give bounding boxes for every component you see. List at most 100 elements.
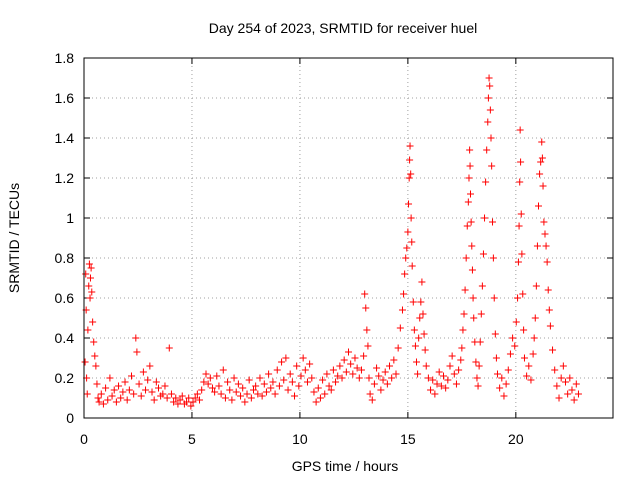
data-point	[170, 398, 178, 406]
data-point	[529, 350, 537, 358]
data-point	[437, 382, 445, 390]
data-point	[191, 394, 199, 402]
data-point	[527, 376, 535, 384]
data-point	[459, 326, 467, 334]
data-point	[345, 348, 352, 356]
data-point	[219, 366, 227, 374]
data-point	[502, 380, 510, 388]
data-point	[543, 258, 551, 266]
data-point	[493, 370, 501, 378]
data-point	[91, 352, 99, 360]
data-point	[97, 390, 105, 398]
data-point	[498, 374, 506, 382]
data-point	[485, 74, 493, 82]
data-point	[411, 342, 419, 350]
data-point	[159, 390, 167, 398]
data-point	[413, 358, 421, 366]
data-point	[93, 380, 101, 388]
data-point	[247, 394, 255, 402]
data-point	[462, 254, 470, 262]
data-point	[500, 392, 508, 400]
data-point	[514, 294, 522, 302]
y-tick-label: 1.2	[55, 170, 75, 186]
data-point	[119, 388, 127, 396]
data-point	[154, 384, 162, 392]
data-point	[394, 344, 402, 352]
data-point	[125, 386, 133, 394]
data-point	[479, 250, 487, 258]
data-point	[379, 376, 387, 384]
data-point	[561, 378, 569, 386]
data-point	[544, 286, 552, 294]
data-point	[568, 386, 576, 394]
y-tick-label: 1.6	[55, 90, 75, 106]
data-point	[213, 372, 221, 380]
data-point	[165, 344, 173, 352]
data-point	[457, 356, 465, 364]
data-point	[536, 170, 544, 178]
data-point	[123, 396, 131, 404]
data-point	[408, 238, 416, 246]
data-point	[176, 396, 184, 404]
data-point	[288, 378, 296, 386]
data-point	[237, 392, 245, 400]
data-point	[402, 254, 410, 262]
data-point	[262, 388, 270, 396]
data-point	[366, 390, 374, 398]
data-point	[487, 134, 495, 142]
data-point	[347, 360, 355, 368]
data-point	[486, 82, 494, 90]
data-point	[211, 388, 219, 396]
data-point	[545, 306, 553, 314]
data-point	[523, 372, 531, 380]
data-point	[525, 362, 533, 370]
data-point	[461, 286, 469, 294]
data-point	[549, 346, 557, 354]
data-point	[221, 394, 229, 402]
data-point	[405, 200, 413, 208]
data-point	[406, 142, 414, 150]
data-point	[474, 382, 482, 390]
data-point	[362, 304, 370, 312]
data-point	[353, 364, 361, 372]
data-point	[396, 324, 404, 332]
data-point	[363, 326, 371, 334]
x-tick-label: 5	[188, 431, 196, 447]
data-point	[553, 382, 561, 390]
data-point	[286, 370, 294, 378]
data-point	[473, 374, 481, 382]
x-tick-label: 0	[80, 431, 88, 447]
data-point	[477, 310, 485, 318]
data-point	[87, 264, 95, 272]
x-tick-label: 20	[508, 431, 524, 447]
data-point	[492, 354, 500, 362]
data-point	[537, 158, 545, 166]
data-point	[81, 358, 89, 366]
data-point	[271, 390, 279, 398]
data-point	[564, 390, 572, 398]
data-point	[486, 106, 494, 114]
data-point	[178, 392, 186, 400]
data-point	[310, 388, 318, 396]
chart-title: Day 254 of 2023, SRMTID for receiver hue…	[209, 20, 477, 36]
data-point	[427, 386, 435, 394]
data-point	[161, 382, 169, 390]
y-tick-label: 0.2	[55, 370, 75, 386]
data-point	[150, 396, 158, 404]
data-point	[520, 326, 528, 334]
data-point	[202, 370, 210, 378]
data-point	[377, 386, 385, 394]
data-point	[144, 376, 152, 384]
data-point	[102, 384, 110, 392]
data-point	[520, 354, 528, 362]
data-point	[420, 330, 428, 338]
data-point	[241, 398, 249, 406]
data-point	[416, 314, 424, 322]
data-point	[539, 182, 547, 190]
data-point	[482, 178, 490, 186]
data-point	[314, 384, 322, 392]
data-point	[316, 394, 324, 402]
data-point	[258, 392, 266, 400]
data-point	[112, 398, 120, 406]
plot-frame	[83, 57, 614, 419]
